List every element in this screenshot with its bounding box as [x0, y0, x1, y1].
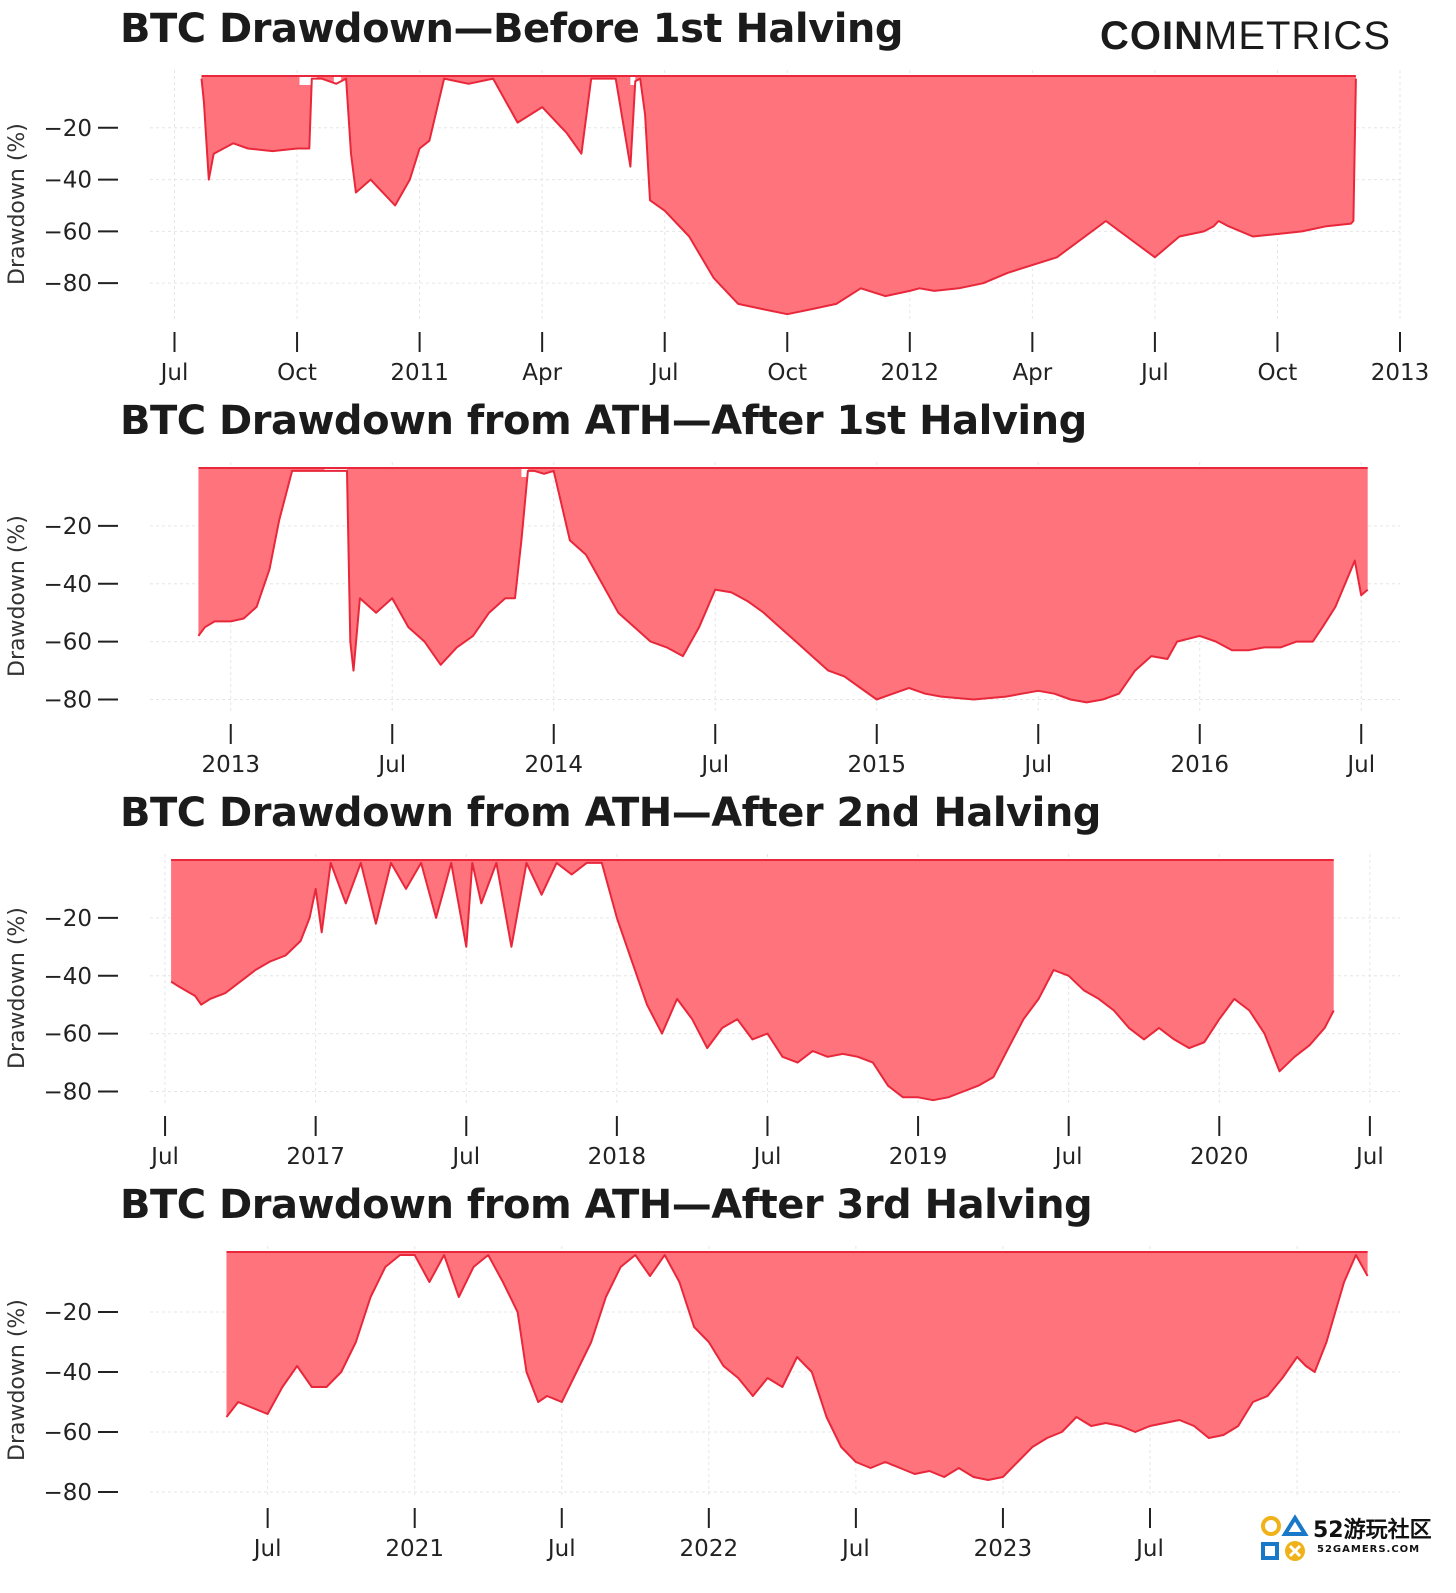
drawdown-line: [170, 861, 1335, 1102]
x-tick-label: Jul: [1022, 752, 1052, 778]
x-tick-label: Jul: [1053, 1144, 1083, 1170]
y-tick-label: −40: [43, 168, 92, 194]
y-tick-label: −40: [43, 572, 92, 598]
x-tick-label: 2018: [588, 1144, 647, 1170]
logo-bold-text: COIN: [1100, 14, 1204, 58]
y-tick-label: −40: [43, 1360, 92, 1386]
x-tick-label: 2022: [680, 1536, 739, 1562]
drawdown-line: [197, 469, 1369, 704]
ath-gap: [324, 467, 348, 477]
drawdown-plot-4: −20−40−60−80Jul2021Jul2022Jul2023Jul2024: [43, 1246, 1400, 1562]
y-tick-label: −20: [43, 514, 92, 540]
x-tick-label: Oct: [1258, 360, 1298, 386]
chart-panel-2: BTC Drawdown from ATH—After 1st Halving …: [0, 392, 1456, 782]
chart-panel-4: BTC Drawdown from ATH—After 3rd Halving …: [0, 1176, 1456, 1566]
coinmetrics-logo: COINMETRICS: [1100, 14, 1391, 59]
x-tick-label: Jul: [159, 360, 189, 386]
x-tick-label: 2015: [847, 752, 906, 778]
x-tick-label: Jul: [752, 1144, 782, 1170]
watermark: 52游玩社区 52GAMERS.COM: [1255, 1508, 1455, 1568]
chart-panel-3: BTC Drawdown from ATH—After 2nd Halving …: [0, 784, 1456, 1174]
y-tick-label: −20: [43, 906, 92, 932]
y-tick-label: −80: [43, 271, 92, 297]
chart-panel-1: BTC Drawdown—Before 1st Halving COINMETR…: [0, 0, 1456, 390]
x-tick-label: Oct: [277, 360, 317, 386]
ath-gap: [299, 75, 317, 85]
logo-light-text: METRICS: [1204, 14, 1391, 58]
y-tick-label: −20: [43, 116, 92, 142]
x-tick-label: Jul: [1139, 360, 1169, 386]
x-tick-label: Jul: [699, 752, 729, 778]
y-tick-label: −40: [43, 964, 92, 990]
x-tick-label: 2020: [1190, 1144, 1249, 1170]
x-tick-label: 2021: [385, 1536, 444, 1562]
chart-title: BTC Drawdown from ATH—After 3rd Halving: [120, 1182, 1093, 1228]
x-tick-label: 2016: [1170, 752, 1229, 778]
y-tick-label: −60: [43, 1420, 92, 1446]
x-tick-label: 2011: [390, 360, 449, 386]
y-tick-label: −20: [43, 1300, 92, 1326]
x-tick-label: Jul: [1134, 1536, 1164, 1562]
drawdown-line: [200, 77, 1357, 316]
x-tick-label: 2014: [524, 752, 583, 778]
x-tick-label: Jul: [1345, 752, 1375, 778]
y-tick-label: −80: [43, 1080, 92, 1106]
x-tick-label: 2019: [889, 1144, 948, 1170]
x-tick-label: Jul: [1354, 1144, 1384, 1170]
drawdown-plot-3: −20 −40 −60 −80 Jul 2017 Jul 2018 Jul 2019 Jul 2020…: [43, 854, 1400, 1170]
watermark-text: 52游玩社区: [1313, 1518, 1432, 1543]
y-tick-label: −60: [43, 1022, 92, 1048]
ath-gap: [521, 467, 528, 477]
watermark-subtext: 52GAMERS.COM: [1317, 1544, 1421, 1555]
x-tick-label: Oct: [767, 360, 807, 386]
x-tick-label: Jul: [149, 1144, 179, 1170]
x-tick-label: Jul: [252, 1536, 282, 1562]
x-tick-label: Apr: [522, 360, 562, 386]
x-tick-label: Jul: [450, 1144, 480, 1170]
drawdown-area: [198, 468, 1368, 703]
x-tick-label: Jul: [546, 1536, 576, 1562]
x-tick-label: 2017: [286, 1144, 345, 1170]
x-tick-label: 2013: [201, 752, 260, 778]
chart-title: BTC Drawdown from ATH—After 1st Halving: [120, 398, 1087, 444]
y-tick-label: −80: [43, 1480, 92, 1506]
x-tick-label: Jul: [649, 360, 679, 386]
x-tick-label: 2012: [881, 360, 940, 386]
x-tick-label: 2013: [1371, 360, 1430, 386]
ath-gap: [333, 75, 342, 85]
y-tick-label: −80: [43, 688, 92, 714]
x-tick-label: Jul: [840, 1536, 870, 1562]
drawdown-line: [225, 1254, 1369, 1481]
chart-title: BTC Drawdown—Before 1st Halving: [120, 6, 904, 52]
chart-title: BTC Drawdown from ATH—After 2nd Halving: [120, 790, 1101, 836]
x-tick-label: Jul: [376, 752, 406, 778]
ath-gap: [630, 75, 636, 85]
x-tick-label: Apr: [1012, 360, 1052, 386]
drawdown-plot-2: −20 −40 −60 −80 2013 Jul 2014 Jul 2015 Jul 2016 Jul: [43, 462, 1400, 778]
gamepad-symbols-icon: [1261, 1514, 1309, 1561]
drawdown-area: [201, 76, 1356, 315]
drawdown-plot-1: −20 −40 −60 −80 Jul Oct 2011 Apr Jul Oct 2012 Apr Ju…: [43, 70, 1430, 386]
drawdown-area: [171, 860, 1334, 1101]
drawdown-area: [226, 1252, 1368, 1480]
x-tick-label: 2023: [974, 1536, 1033, 1562]
y-tick-label: −60: [43, 630, 92, 656]
y-tick-label: −60: [43, 219, 92, 245]
